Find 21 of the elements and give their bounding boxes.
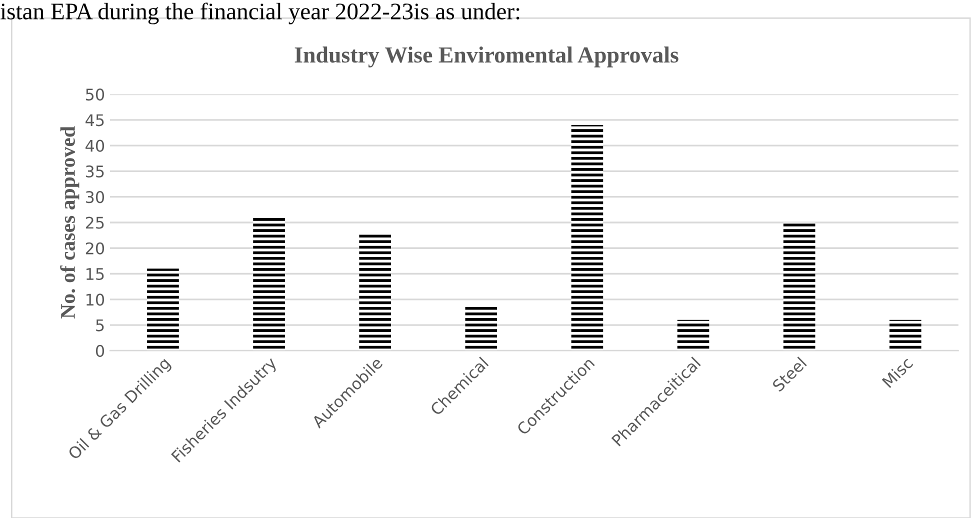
y-tick-label: 20: [86, 242, 104, 254]
y-tick-label: 25: [86, 216, 104, 229]
text: istan EPA during the financial year 2022-23is as under:: [0, 2, 520, 24]
y-tick-label: 50: [86, 88, 104, 101]
y-axis-title: No. of cases approved: [60, 126, 80, 319]
y-tick-label: 30: [86, 191, 104, 204]
bar: [571, 125, 604, 351]
y-tick-label: 40: [86, 140, 104, 152]
y-tick-label: 5: [96, 319, 104, 332]
y-tick-label: 35: [86, 165, 104, 178]
y-tick-label: 45: [86, 114, 104, 126]
bar: [253, 217, 285, 351]
bar: [889, 320, 922, 351]
bar: [677, 320, 710, 351]
bar: [783, 222, 816, 351]
bar: [359, 232, 391, 351]
y-tick-label: 15: [86, 268, 104, 280]
bar: [147, 268, 179, 351]
y-tick-label: 0: [96, 344, 104, 357]
chart-title: Industry Wise Enviromental Approvals: [294, 46, 678, 68]
y-tick-label: 10: [86, 294, 104, 306]
